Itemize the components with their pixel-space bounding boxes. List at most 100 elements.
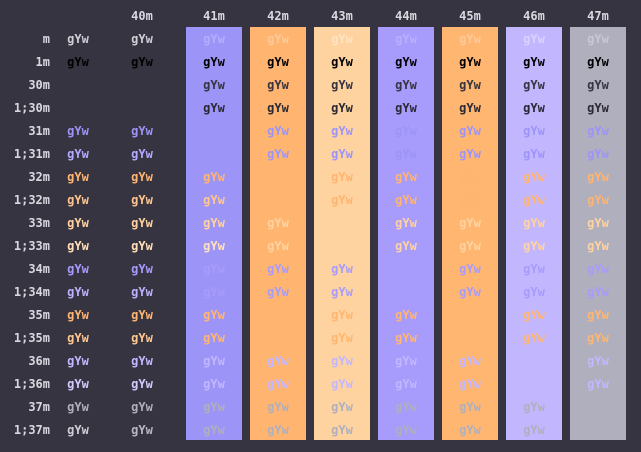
sample-text-cell: gYw [131,354,153,368]
sample-text-cell: gYw [459,170,481,184]
sample-text-cell: gYw [587,262,609,276]
sample-text-cell: gYw [67,423,89,437]
sample-text-cell: gYw [203,239,225,253]
sample-text-cell: gYw [131,377,153,391]
row-label: 1;33m [13,239,50,253]
sample-text-cell: gYw [67,308,89,322]
column-header: 47m [587,9,609,23]
sample-text-cell: gYw [131,423,153,437]
sample-text-cell [506,352,562,370]
sample-text-cell: gYw [267,400,289,414]
sample-text-cell: gYw [67,262,89,276]
sample-text-cell: gYw [331,262,353,276]
sample-text-cell: gYw [523,193,545,207]
sample-text-cell: gYw [587,377,609,391]
sample-text-cell: gYw [203,216,225,230]
sample-text-cell: gYw [587,193,609,207]
sample-text-cell: gYw [523,239,545,253]
sample-text-cell: gYw [523,308,545,322]
sample-text-cell: gYw [203,423,225,437]
sample-text-cell: gYw [67,331,89,345]
column-header: 46m [523,9,545,23]
bg-column-43m [314,27,370,440]
sample-text-cell: gYw [203,377,225,391]
sample-text-cell [250,191,306,209]
sample-text-cell: gYw [331,170,353,184]
sample-text-cell: gYw [523,400,545,414]
bg-column-45m [442,27,498,440]
sample-text-cell: gYw [203,331,225,345]
sample-text-cell: gYw [331,78,353,92]
column-header: 40m [131,9,153,23]
sample-text-cell: gYw [587,285,609,299]
row-label: 1;32m [13,193,50,207]
sample-text-cell [114,76,170,94]
sample-text-cell: gYw [459,354,481,368]
sample-text-cell: gYw [459,239,481,253]
sample-text-cell: gYw [459,400,481,414]
sample-text-cell: gYw [131,55,153,69]
sample-text-cell: gYw [459,193,481,207]
sample-text-cell: gYw [203,55,225,69]
sample-text-cell: gYw [267,124,289,138]
sample-text-cell: gYw [459,285,481,299]
sample-text-cell: gYw [587,308,609,322]
sample-text-cell: gYw [267,147,289,161]
sample-text-cell: gYw [587,147,609,161]
sample-text-cell: gYw [331,32,353,46]
sample-text-cell: gYw [331,101,353,115]
sample-text-cell [114,99,170,117]
sample-text-cell: gYw [587,101,609,115]
sample-text-cell: gYw [395,32,417,46]
sample-text-cell: gYw [523,331,545,345]
sample-text-cell: gYw [267,78,289,92]
sample-text-cell: gYw [523,147,545,161]
sample-text-cell [570,421,626,439]
row-label: 1;35m [13,331,50,345]
sample-text-cell: gYw [267,423,289,437]
sample-text-cell: gYw [267,239,289,253]
bg-column-46m [506,27,562,440]
row-label: 37m [28,400,50,414]
sample-text-cell: gYw [67,124,89,138]
sample-text-cell: gYw [267,32,289,46]
sample-text-cell: gYw [587,216,609,230]
row-label: 1;34m [13,285,50,299]
row-label: 1m [35,55,50,69]
sample-text-cell: gYw [131,285,153,299]
sample-text-cell: gYw [587,170,609,184]
sample-text-cell: gYw [395,193,417,207]
sample-text-cell: gYw [67,170,89,184]
column-header: 41m [203,9,225,23]
sample-text-cell: gYw [131,170,153,184]
bg-column-47m [570,27,626,440]
bg-column-42m [250,27,306,440]
sample-text-cell: gYw [395,101,417,115]
sample-text-cell: gYw [131,216,153,230]
bg-column-44m [378,27,434,440]
sample-text-cell: gYw [587,78,609,92]
row-label: 31m [28,124,50,138]
sample-text-cell: gYw [523,262,545,276]
sample-text-cell: gYw [395,239,417,253]
sample-text-cell [50,99,106,117]
sample-text-cell: gYw [331,55,353,69]
row-label: 33m [28,216,50,230]
sample-text-cell: gYw [395,308,417,322]
sample-text-cell: gYw [67,193,89,207]
sample-text-cell: gYw [67,354,89,368]
sample-text-cell: gYw [131,193,153,207]
sample-text-cell: gYw [267,285,289,299]
sample-text-cell: gYw [523,124,545,138]
sample-text-cell: gYw [331,377,353,391]
sample-text-cell: gYw [203,308,225,322]
sample-text-cell: gYw [331,285,353,299]
sample-text-cell: gYw [459,147,481,161]
sample-text-cell: gYw [267,262,289,276]
sample-text-cell: gYw [267,354,289,368]
sample-text-cell: gYw [459,78,481,92]
sample-text-cell: gYw [523,101,545,115]
sample-text-cell: gYw [459,423,481,437]
bg-column-41m [186,27,242,440]
